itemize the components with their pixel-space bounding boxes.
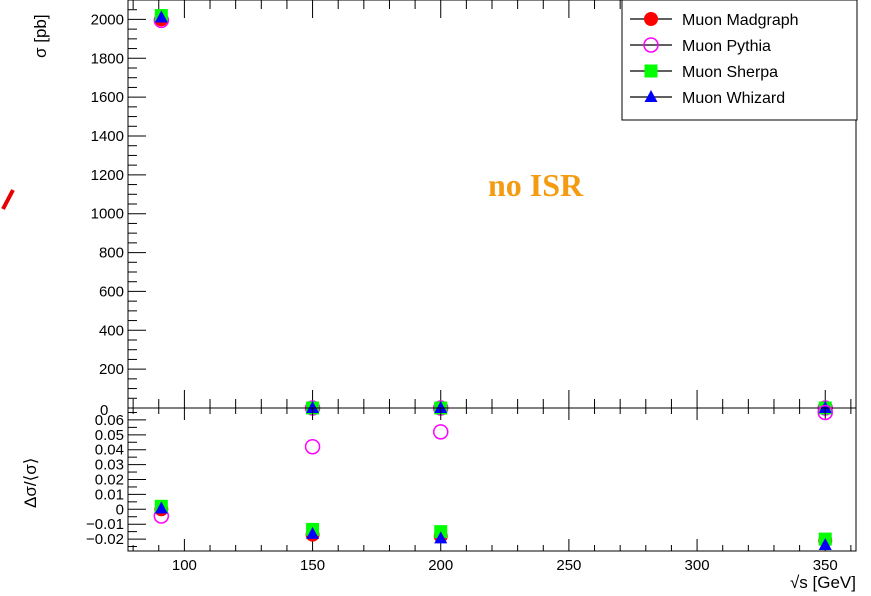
legend-entry: Muon Pythia (630, 37, 771, 55)
ratio-y-tick-label: 0.05 (95, 427, 124, 444)
ratio-point-muon-whizard (154, 501, 168, 514)
legend-box (621, 0, 858, 121)
x-tick-label: 150 (300, 557, 325, 574)
ratio-data-points (153, 404, 833, 551)
annotation-no-isr: no ISR (488, 167, 584, 203)
ratio-point-muon-whizard (434, 531, 448, 544)
legend: Muon Madgraph Muon Pythia Muon Sherpa Muon … (621, 0, 858, 121)
main-axis-ticks (128, 0, 852, 409)
y-tick-label: 2000 (91, 11, 124, 28)
legend-label: Muon Sherpa (682, 64, 778, 81)
y-tick-label: 1000 (91, 206, 124, 223)
ratio-y-tick-label: −0.02 (86, 531, 124, 548)
red-arrow-mark (1, 189, 15, 210)
legend-marker (644, 12, 658, 26)
x-tick-label: 300 (685, 557, 710, 574)
legend-marker (644, 64, 658, 78)
y-tick-label: 200 (99, 361, 124, 378)
legend-entry: Muon Sherpa (630, 64, 778, 81)
legend-entry: Muon Whizard (630, 90, 785, 107)
ratio-y-tick-label: −0.01 (86, 516, 124, 533)
y-tick-label: 1200 (91, 167, 124, 184)
ratio-plot-frame (127, 407, 857, 552)
x-tick-label: 250 (556, 557, 581, 574)
legend-entry: Muon Madgraph (630, 12, 799, 29)
ratio-y-tick-label: 0.01 (95, 486, 124, 503)
ratio-y-tick-label: 0 (116, 501, 124, 518)
main-y-tick-labels: 200 400 600 800 1000 1200 1400 1600 1800 2000 0 (91, 11, 124, 419)
ratio-point-muon-whizard (306, 526, 320, 539)
x-tick-labels: 100 150 200 250 300 350 (172, 557, 838, 574)
y-tick-label: 800 (99, 245, 124, 262)
ratio-point-muon-pythia (817, 404, 833, 421)
ratio-point-muon-pythia (432, 424, 449, 440)
legend-marker (643, 37, 659, 53)
main-y-axis-title: σ [pb] (31, 14, 50, 58)
x-tick-label: 200 (428, 557, 453, 574)
y-tick-label: 1800 (91, 50, 124, 67)
ratio-y-tick-label: 0.04 (95, 442, 124, 459)
ratio-point-muon-whizard (818, 538, 832, 551)
legend-label: Muon Pythia (682, 38, 771, 55)
ratio-point-muon-pythia (304, 438, 321, 455)
y-tick-label: 400 (99, 322, 124, 339)
main-point-muon-whizard (306, 401, 320, 413)
legend-label: Muon Whizard (682, 90, 785, 107)
ratio-y-tick-label: 0.06 (95, 412, 124, 429)
main-point-muon-whizard (818, 401, 832, 413)
x-tick-label: 100 (172, 557, 197, 574)
legend-label: Muon Madgraph (682, 12, 799, 29)
y-tick-label: 1600 (91, 89, 124, 106)
main-point-muon-whizard (434, 401, 448, 413)
y-tick-label: 0 (100, 402, 108, 419)
x-axis-title: √s [GeV] (790, 573, 856, 592)
ratio-y-tick-label: 0.03 (95, 457, 124, 474)
ratio-y-axis-title: Δσ/⟨σ⟩ (21, 458, 40, 508)
ratio-axis-ticks (128, 408, 852, 551)
y-tick-label: 1400 (91, 128, 124, 145)
x-tick-label: 350 (813, 557, 838, 574)
y-tick-label: 600 (99, 283, 124, 300)
main-point-muon-whizard (154, 10, 168, 23)
legend-marker (644, 90, 658, 102)
ratio-y-tick-label: 0.02 (95, 472, 124, 489)
